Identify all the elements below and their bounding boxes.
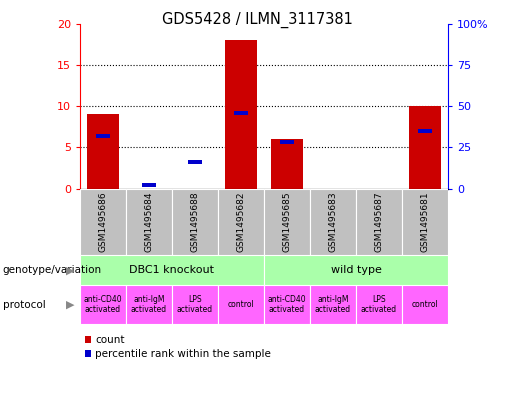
Text: protocol: protocol (3, 299, 45, 310)
Text: anti-IgM
activated: anti-IgM activated (315, 295, 351, 314)
Text: DBC1 knockout: DBC1 knockout (129, 265, 214, 275)
Bar (418, 129, 432, 133)
Text: GSM1495686: GSM1495686 (98, 192, 107, 252)
Bar (172, 189, 218, 255)
Bar (264, 285, 310, 324)
Bar (402, 285, 448, 324)
Text: genotype/variation: genotype/variation (3, 265, 101, 275)
Text: GSM1495688: GSM1495688 (191, 192, 199, 252)
Text: GSM1495687: GSM1495687 (374, 192, 384, 252)
Bar (402, 189, 448, 255)
Bar (80, 189, 126, 255)
Text: GSM1495685: GSM1495685 (282, 192, 291, 252)
Text: GDS5428 / ILMN_3117381: GDS5428 / ILMN_3117381 (162, 12, 353, 28)
Bar (142, 183, 156, 187)
Text: LPS
activated: LPS activated (361, 295, 397, 314)
Bar (87, 114, 119, 189)
Bar (225, 40, 257, 189)
Text: percentile rank within the sample: percentile rank within the sample (95, 349, 271, 359)
Text: ▶: ▶ (66, 265, 75, 275)
Bar (356, 189, 402, 255)
Bar (187, 160, 202, 164)
Text: LPS
activated: LPS activated (177, 295, 213, 314)
Bar (126, 285, 172, 324)
Bar (264, 189, 310, 255)
Bar (80, 285, 126, 324)
Text: GSM1495682: GSM1495682 (236, 192, 246, 252)
Bar (234, 111, 248, 115)
Text: wild type: wild type (331, 265, 382, 275)
Bar (280, 140, 294, 145)
Bar (271, 139, 303, 189)
Text: GSM1495681: GSM1495681 (421, 192, 430, 252)
Text: anti-IgM
activated: anti-IgM activated (131, 295, 167, 314)
Text: GSM1495684: GSM1495684 (144, 192, 153, 252)
Text: ▶: ▶ (66, 299, 75, 310)
Bar (264, 255, 448, 285)
Bar (96, 134, 110, 138)
Text: GSM1495683: GSM1495683 (329, 192, 337, 252)
Bar (126, 189, 172, 255)
Bar (356, 285, 402, 324)
Bar (310, 285, 356, 324)
Text: count: count (95, 335, 125, 345)
Text: control: control (228, 300, 254, 309)
Bar (80, 255, 264, 285)
Bar (310, 189, 356, 255)
Text: anti-CD40
activated: anti-CD40 activated (268, 295, 306, 314)
Text: anti-CD40
activated: anti-CD40 activated (83, 295, 122, 314)
Bar (409, 106, 441, 189)
Bar (218, 189, 264, 255)
Text: control: control (411, 300, 438, 309)
Bar (172, 285, 218, 324)
Bar (218, 285, 264, 324)
